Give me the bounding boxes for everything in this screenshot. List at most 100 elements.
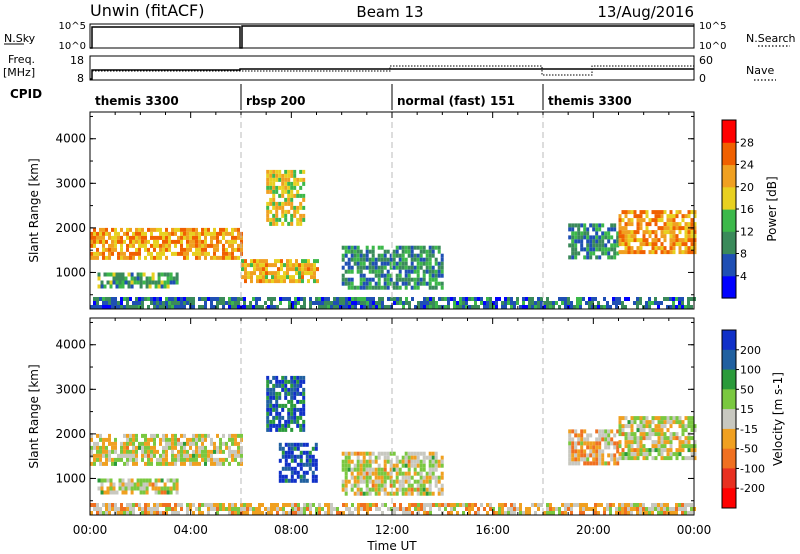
beam-title: Beam 13 bbox=[356, 3, 423, 21]
colorbar-tick-label: 16 bbox=[740, 203, 754, 216]
echo-region bbox=[568, 429, 620, 466]
y-axis-label: Slant Range [km] bbox=[27, 158, 41, 262]
echo-region bbox=[341, 245, 444, 290]
colorbar-swatch bbox=[722, 330, 736, 351]
colorbar-swatch bbox=[722, 186, 736, 210]
nave-label: Nave bbox=[746, 64, 774, 77]
y-tick-label: 1000 bbox=[55, 265, 86, 279]
colorbar-swatch bbox=[722, 164, 736, 188]
colorbar-swatch bbox=[722, 369, 736, 390]
freq-tick-top: 18 bbox=[70, 54, 84, 67]
nsky-tick-top: 10^5 bbox=[59, 21, 86, 32]
colorbar-swatch bbox=[722, 468, 736, 489]
colorbar-swatch bbox=[722, 409, 736, 430]
echo-region bbox=[97, 478, 179, 495]
cpid-segment-label: themis 3300 bbox=[548, 94, 632, 108]
x-tick-label: 12:00 bbox=[375, 523, 410, 537]
colorbar-tick-label: 28 bbox=[740, 136, 754, 149]
cpid-label: CPID bbox=[10, 87, 42, 101]
freq-label: Freq. bbox=[8, 53, 35, 66]
nsky-label: N.Sky bbox=[4, 32, 36, 45]
colorbar-tick-label: 20 bbox=[740, 181, 754, 194]
y-tick-label: 3000 bbox=[55, 176, 86, 190]
y-tick-label: 4000 bbox=[55, 338, 86, 352]
echo-region bbox=[90, 227, 243, 260]
velocity-echo-layer bbox=[90, 375, 697, 515]
x-tick-label: 00:00 bbox=[73, 523, 108, 537]
colorbar-swatch bbox=[722, 120, 736, 143]
cpid-segment-label: normal (fast) 151 bbox=[397, 94, 515, 108]
echo-region bbox=[97, 272, 179, 289]
nsearch-tick-bottom: 10^0 bbox=[699, 41, 726, 52]
y-axis-label: Slant Range [km] bbox=[27, 364, 41, 468]
y-tick-label: 4000 bbox=[55, 132, 86, 146]
x-tick-label: 04:00 bbox=[173, 523, 208, 537]
power-colorbar: 4 8 12 16 20 24 28 Power [dB] bbox=[721, 119, 779, 299]
colorbar-tick-label: -15 bbox=[740, 423, 758, 436]
colorbar-swatch bbox=[722, 448, 736, 469]
power-echo-layer bbox=[90, 169, 697, 309]
freq-trace bbox=[90, 68, 694, 80]
colorbar-tick-label: 24 bbox=[740, 159, 754, 172]
echo-region bbox=[341, 451, 444, 496]
echo-region bbox=[568, 223, 620, 260]
power-panel: 1000 2000 3000 4000 Slant Range [km] bbox=[27, 111, 697, 310]
colorbar-swatch bbox=[722, 349, 736, 371]
colorbar-swatch bbox=[722, 231, 736, 255]
velocity-colorbar: 200 100 50 15 -15 -50 -100 -200 Velocity [m s-1] bbox=[721, 329, 785, 509]
echo-region bbox=[618, 210, 697, 255]
echo-region bbox=[618, 416, 697, 461]
echo-region bbox=[266, 375, 306, 432]
nsky-panel: N.Sky 10^5 10^0 10^5 10^0 N.Search bbox=[4, 21, 796, 52]
colorbar-swatch bbox=[722, 428, 736, 450]
echo-region bbox=[90, 503, 696, 515]
echo-region bbox=[278, 442, 318, 483]
cpid-segment-label: themis 3300 bbox=[95, 94, 179, 108]
nsearch-tick-top: 10^5 bbox=[699, 21, 726, 32]
nave-tick-bottom: 0 bbox=[699, 72, 706, 85]
echo-region bbox=[266, 169, 306, 226]
colorbar-tick-label: -100 bbox=[740, 462, 765, 475]
colorbar-tick-label: 15 bbox=[740, 403, 754, 416]
echo-region bbox=[90, 297, 696, 309]
nave-tick-top: 60 bbox=[699, 54, 713, 67]
colorbar-swatch bbox=[722, 488, 736, 509]
colorbar-tick-label: 4 bbox=[740, 270, 747, 283]
velocity-panel: 1000 2000 3000 4000 Slant Range [km] bbox=[27, 317, 697, 516]
x-tick-label: 00:00 bbox=[677, 523, 712, 537]
colorbar-tick-label: 12 bbox=[740, 225, 754, 238]
colorbar-swatch bbox=[722, 275, 736, 299]
freq-unit: [MHz] bbox=[3, 66, 35, 79]
x-tick-label: 08:00 bbox=[274, 523, 309, 537]
colorbar-tick-label: 100 bbox=[740, 364, 761, 377]
y-tick-label: 2000 bbox=[55, 221, 86, 235]
colorbar-swatch bbox=[722, 389, 736, 410]
colorbar-tick-label: 50 bbox=[740, 383, 754, 396]
colorbar-swatch bbox=[722, 253, 736, 277]
x-tick-label: 16:00 bbox=[475, 523, 510, 537]
x-axis-label: Time UT bbox=[366, 539, 417, 553]
echo-region bbox=[241, 259, 319, 284]
freq-panel: Freq. [MHz] 18 8 60 0 Nave bbox=[3, 53, 776, 85]
colorbar-swatch bbox=[722, 209, 736, 232]
y-tick-label: 2000 bbox=[55, 427, 86, 441]
nave-trace bbox=[92, 65, 694, 76]
x-tick-label: 20:00 bbox=[576, 523, 611, 537]
colorbar-tick-label: -50 bbox=[740, 443, 758, 456]
colorbar-tick-label: -200 bbox=[740, 482, 765, 495]
y-tick-label: 3000 bbox=[55, 382, 86, 396]
freq-tick-bottom: 8 bbox=[77, 72, 84, 85]
nsky-trace bbox=[90, 25, 694, 49]
y-tick-label: 1000 bbox=[55, 471, 86, 485]
nsearch-label: N.Search bbox=[746, 32, 796, 45]
echo-region bbox=[90, 433, 243, 466]
colorbar-swatch bbox=[722, 142, 736, 166]
date-title: 13/Aug/2016 bbox=[597, 3, 694, 21]
colorbar-label: Velocity [m s-1] bbox=[771, 372, 785, 466]
cpid-segment-label: rbsp 200 bbox=[246, 94, 305, 108]
colorbar-tick-label: 200 bbox=[740, 344, 761, 357]
nsky-tick-bottom: 10^0 bbox=[59, 41, 86, 52]
station-title: Unwin (fitACF) bbox=[90, 1, 204, 20]
cpid-row: CPID themis 3300 rbsp 200 normal (fast) 15… bbox=[10, 84, 632, 110]
